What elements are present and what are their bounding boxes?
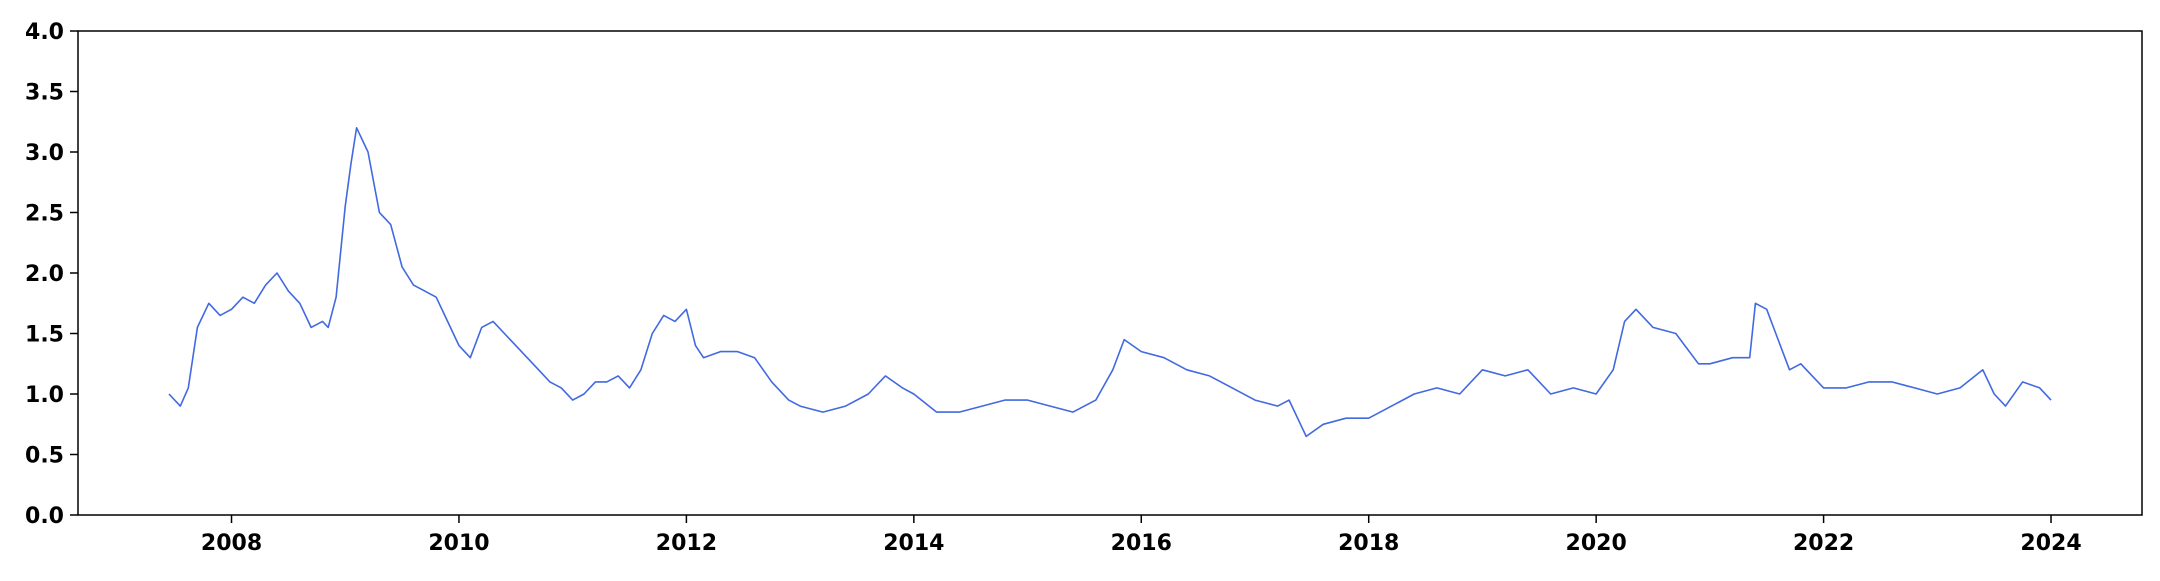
x-tick-label: 2018 <box>1338 531 1399 556</box>
y-tick-label: 2.0 <box>25 262 64 287</box>
x-tick-label: 2008 <box>201 531 262 556</box>
y-tick-label: 4.0 <box>25 20 64 45</box>
y-axis: 0.0 0.5 1.0 1.5 2.0 2.5 3.0 3.5 4.0 <box>25 20 78 529</box>
x-tick-label: 2022 <box>1793 531 1854 556</box>
x-tick-label: 2014 <box>883 531 944 556</box>
x-tick-label: 2012 <box>656 531 717 556</box>
y-tick-label: 1.5 <box>25 323 64 348</box>
y-tick-label: 0.0 <box>25 504 64 529</box>
y-tick-label: 3.0 <box>25 141 64 166</box>
x-tick-label: 2016 <box>1111 531 1172 556</box>
x-tick-label: 2020 <box>1566 531 1627 556</box>
y-tick-label: 0.5 <box>25 444 64 469</box>
x-tick-label: 2024 <box>2020 531 2081 556</box>
y-tick-label: 1.0 <box>25 383 64 408</box>
x-axis: 2008 2010 2012 2014 2016 2018 2020 2022 2024 <box>201 515 2082 556</box>
x-tick-label: 2010 <box>428 531 489 556</box>
series-line <box>168 127 2052 438</box>
y-tick-label: 2.5 <box>25 202 64 227</box>
plot-area <box>168 127 2052 438</box>
y-tick-label: 3.5 <box>25 81 64 106</box>
